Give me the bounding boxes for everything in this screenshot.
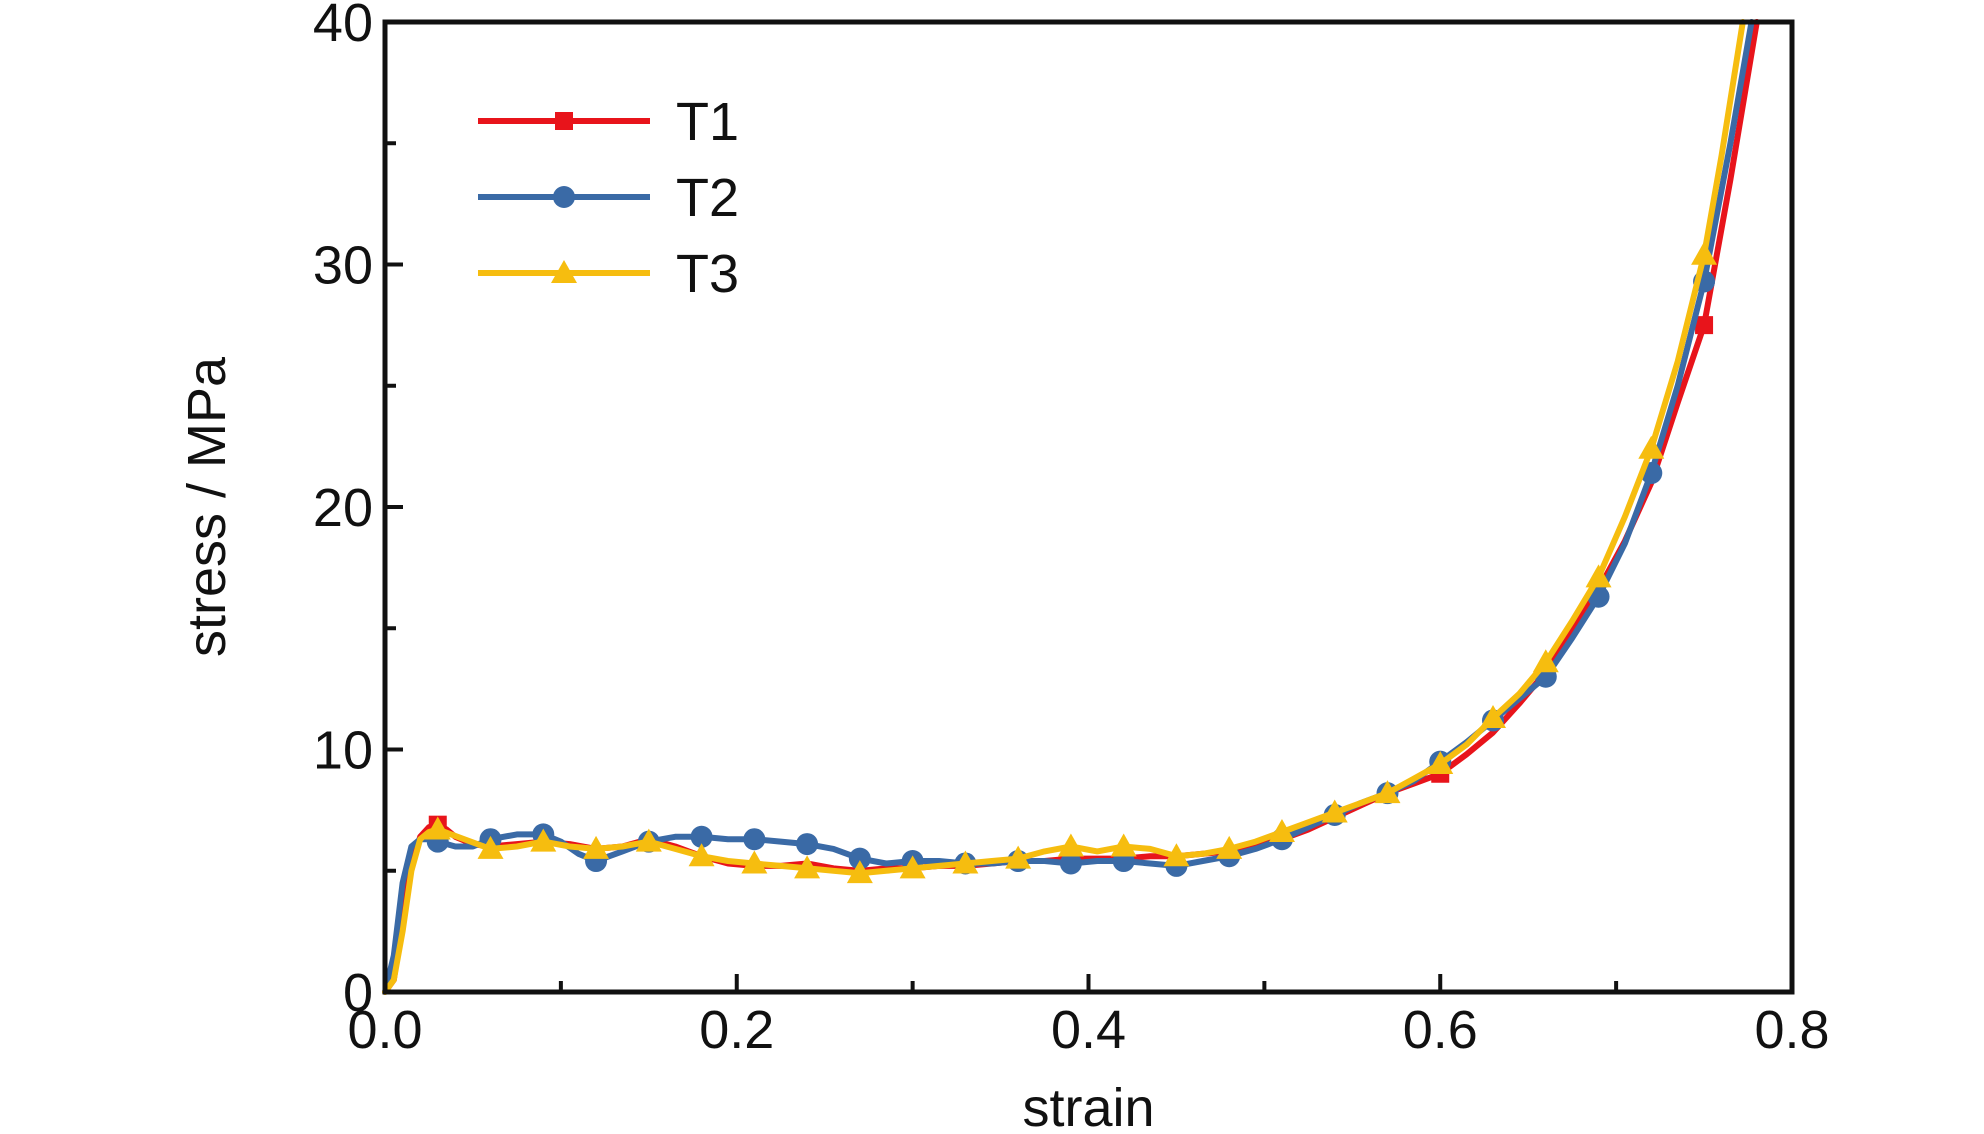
data-point-t3: [741, 850, 768, 874]
data-point-t3: [583, 835, 610, 859]
data-point-t3: [1374, 780, 1401, 804]
x-axis-title: strain: [1022, 1078, 1154, 1134]
legend-item-t1: T1: [478, 92, 739, 152]
data-point-t3: [846, 860, 873, 884]
data-point-t3: [899, 855, 926, 879]
y-tick-label: 0: [343, 963, 373, 1023]
data-point-t3: [952, 850, 979, 874]
legend-label: T1: [676, 92, 739, 152]
legend-label: T2: [676, 168, 739, 228]
plot-area-frame: [382, 19, 1795, 995]
data-point-t3: [1268, 818, 1295, 842]
y-tick-label: 30: [313, 236, 373, 296]
data-point-t2: [1059, 852, 1082, 875]
data-point-t3: [1638, 435, 1665, 459]
data-point-t3: [1163, 843, 1190, 867]
data-point-t3: [1057, 833, 1084, 857]
legend-marker: [553, 186, 575, 208]
data-point-t3: [1110, 833, 1137, 857]
data-point-t3: [1216, 835, 1243, 859]
y-tick-label: 20: [313, 478, 373, 538]
series-t3: [382, 19, 1746, 995]
y-tick-label: 40: [313, 0, 373, 53]
series-layer: [382, 19, 1760, 995]
data-point-t3: [1321, 799, 1348, 823]
data-point-t1: [1695, 316, 1714, 335]
legend-label: T3: [676, 244, 739, 304]
data-point-t3: [1005, 845, 1032, 869]
legend: T1 T2 T3: [478, 92, 739, 304]
data-point-t2: [796, 833, 819, 856]
data-point-t3: [1532, 649, 1559, 673]
legend-marker: [551, 260, 577, 283]
data-point-t3: [1585, 564, 1612, 588]
x-tick-label: 0.8: [1754, 1000, 1829, 1060]
data-point-t3: [794, 855, 821, 879]
y-tick-labels: 0 10 20 30 40: [313, 0, 373, 1023]
data-point-t2: [743, 828, 766, 851]
data-point-t3: [1427, 751, 1454, 775]
legend-item-t3: T3: [478, 244, 739, 304]
x-tick-label: 0.4: [1051, 1000, 1126, 1060]
data-point-t3: [1691, 241, 1718, 265]
y-tick-label: 10: [313, 721, 373, 781]
legend-item-t2: T2: [478, 168, 739, 228]
data-point-t2: [848, 847, 871, 870]
data-point-t3: [530, 828, 557, 852]
data-point-t2: [690, 825, 713, 848]
x-tick-label: 0.2: [699, 1000, 774, 1060]
data-point-t3: [477, 835, 504, 859]
x-tick-label: 0.6: [1403, 1000, 1478, 1060]
data-point-t3: [635, 828, 662, 852]
data-point-t3: [424, 816, 451, 840]
data-point-t3: [688, 843, 715, 867]
y-axis-title: stress / MPa: [177, 356, 237, 657]
x-tick-label: 0.0: [347, 1000, 422, 1060]
x-tick-labels: 0.0 0.2 0.4 0.6 0.8: [347, 1000, 1829, 1060]
data-point-t3: [1480, 704, 1507, 728]
legend-marker: [555, 112, 573, 130]
